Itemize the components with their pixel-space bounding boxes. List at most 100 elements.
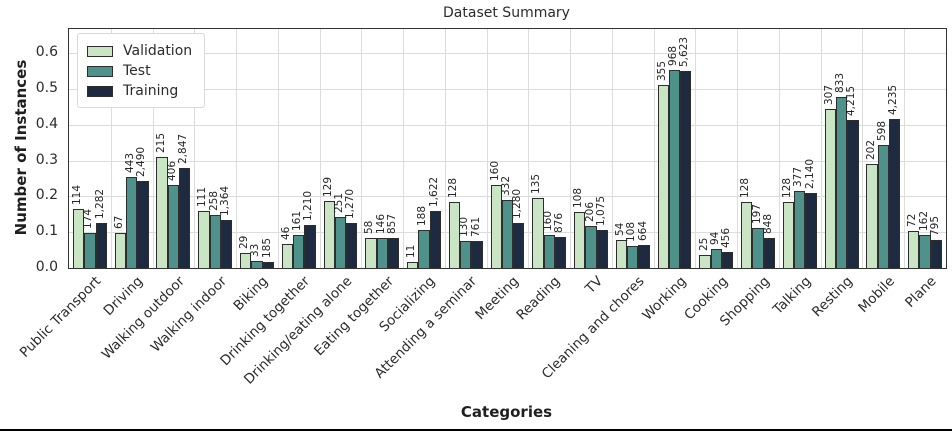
- bar-validation: [908, 230, 920, 268]
- x-tick-label: Walking indoor: [147, 273, 230, 356]
- bar-test: [668, 69, 681, 268]
- bar-test: [835, 97, 848, 268]
- bar-test: [418, 229, 430, 268]
- bar-validation: [198, 210, 210, 268]
- v-gridline: [110, 29, 112, 268]
- plot-area: [68, 28, 947, 269]
- y-tick-label: 0.1: [35, 223, 58, 240]
- bar-validation: [490, 185, 502, 268]
- v-gridline: [319, 29, 321, 268]
- bar-test: [209, 215, 221, 268]
- bar-validation: [699, 255, 711, 268]
- bar-training: [346, 223, 358, 268]
- bar-training: [304, 225, 316, 268]
- bar-training: [513, 223, 525, 268]
- bar-validation: [782, 201, 795, 268]
- y-tick-label: 0.4: [35, 115, 58, 132]
- bottom-rule: [0, 429, 952, 432]
- v-gridline: [862, 29, 864, 268]
- bar-validation: [824, 109, 836, 268]
- bar-test: [460, 241, 472, 268]
- legend-swatch-icon: [87, 45, 113, 57]
- bar-training: [847, 120, 859, 268]
- bar-validation: [741, 201, 753, 268]
- legend-item-label: Validation: [123, 43, 193, 59]
- bar-validation: [72, 209, 85, 268]
- h-gridline: [69, 53, 946, 54]
- x-tick-label: Meeting: [472, 273, 523, 324]
- bar-validation: [239, 252, 252, 268]
- bar-test: [293, 235, 305, 268]
- bar-test: [251, 261, 263, 268]
- legend-item-training: Training: [87, 81, 192, 101]
- v-gridline: [277, 29, 279, 268]
- bar-training: [387, 237, 400, 268]
- bar-training: [721, 251, 734, 268]
- v-gridline: [444, 29, 446, 268]
- y-tick-label: 0.6: [35, 44, 58, 60]
- v-gridline: [820, 29, 822, 268]
- v-gridline: [403, 29, 405, 268]
- bar-test: [84, 232, 96, 268]
- legend: Validation Test Training: [77, 33, 206, 108]
- h-gridline: [69, 160, 946, 162]
- bar-validation: [532, 198, 544, 268]
- bar-training: [763, 238, 776, 268]
- v-gridline: [236, 29, 238, 268]
- v-gridline: [570, 29, 572, 268]
- v-gridline: [194, 29, 196, 268]
- v-gridline: [778, 29, 780, 268]
- h-gridline: [69, 88, 946, 90]
- x-tick-label: Plane: [902, 273, 940, 311]
- bar-validation: [574, 212, 586, 268]
- bar-training: [889, 119, 901, 268]
- bar-training: [805, 192, 817, 268]
- bar-training: [554, 237, 567, 268]
- v-gridline: [611, 29, 613, 268]
- h-gridline: [69, 196, 946, 198]
- x-tick-label: Talking: [770, 273, 815, 318]
- x-tick-label: Mobile: [855, 273, 898, 316]
- bar-training: [95, 222, 107, 268]
- bar-test: [585, 225, 597, 268]
- legend-item-test: Test: [87, 61, 192, 81]
- v-gridline: [486, 29, 488, 268]
- bar-training: [220, 219, 233, 268]
- bar-test: [125, 177, 138, 268]
- bar-test: [752, 227, 764, 268]
- bar-test: [794, 190, 806, 268]
- bar-validation: [156, 156, 168, 268]
- chart-title: Dataset Summary: [443, 5, 570, 21]
- h-gridline: [69, 124, 946, 126]
- bar-test: [501, 199, 514, 268]
- bar-validation: [281, 244, 294, 268]
- bar-test: [919, 234, 931, 268]
- v-gridline: [528, 29, 530, 268]
- v-gridline: [152, 29, 154, 268]
- v-gridline: [904, 29, 906, 268]
- v-gridline: [653, 29, 655, 268]
- legend-item-validation: Validation: [87, 41, 192, 61]
- x-tick-label: Public Transport: [17, 273, 105, 361]
- bar-validation: [114, 233, 126, 268]
- bar-test: [167, 184, 180, 268]
- x-tick-label: Resting: [809, 273, 857, 321]
- y-tick-label: 0.3: [35, 151, 58, 168]
- x-tick-label: Working: [638, 273, 690, 324]
- bar-validation: [657, 84, 669, 268]
- v-gridline: [361, 29, 363, 268]
- bar-test: [627, 245, 639, 268]
- bar-validation: [323, 201, 335, 268]
- bar-test: [877, 145, 889, 268]
- bar-test: [376, 238, 388, 268]
- bar-training: [471, 241, 483, 268]
- v-gridline: [695, 29, 697, 268]
- bar-test: [710, 248, 722, 268]
- bar-training: [930, 240, 943, 268]
- legend-item-label: Training: [123, 83, 179, 99]
- bar-validation: [407, 262, 419, 268]
- bar-test: [543, 235, 555, 268]
- x-tick-label: Reading: [513, 273, 564, 324]
- bar-validation: [615, 240, 628, 268]
